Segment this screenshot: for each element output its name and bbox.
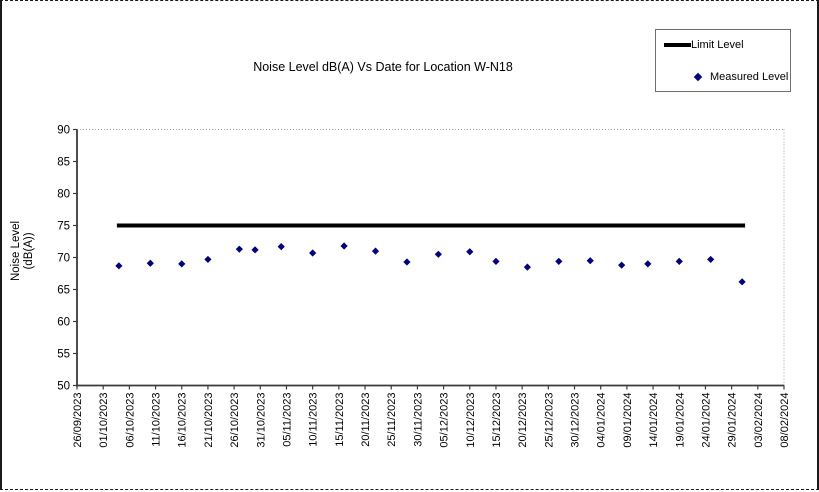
measured-point xyxy=(492,257,500,265)
measured-point xyxy=(586,257,594,265)
x-tick-label: 05/11/2023 xyxy=(281,393,293,447)
x-tick-label: 25/12/2023 xyxy=(543,393,555,448)
x-tick-label: 11/10/2023 xyxy=(151,393,163,447)
legend: Limit Level Measured Level xyxy=(655,29,791,92)
measured-point xyxy=(235,245,243,253)
measured-point xyxy=(146,259,154,267)
measured-point xyxy=(309,249,317,257)
x-tick-label: 15/11/2023 xyxy=(334,393,346,447)
x-tick-label: 20/12/2023 xyxy=(517,393,529,448)
measured-point xyxy=(115,262,123,270)
x-tick-label: 09/01/2024 xyxy=(622,393,634,448)
measured-point xyxy=(251,246,259,254)
x-tick-label: 30/11/2023 xyxy=(412,393,424,447)
measured-point xyxy=(466,248,474,256)
limit-level-line-icon xyxy=(664,43,691,47)
x-tick-label: 31/10/2023 xyxy=(255,393,267,448)
measured-point xyxy=(738,278,746,286)
measured-point xyxy=(178,260,186,268)
measured-point xyxy=(371,247,380,255)
y-tick-label: 80 xyxy=(57,189,70,201)
x-tick-label: 30/12/2023 xyxy=(570,393,582,448)
measured-point xyxy=(403,258,411,266)
y-tick-label: 65 xyxy=(57,285,70,297)
x-tick-label: 20/11/2023 xyxy=(360,393,372,447)
x-tick-label: 15/12/2023 xyxy=(491,393,503,448)
measured-point xyxy=(707,255,715,264)
measured-point xyxy=(340,242,348,250)
y-tick-label: 55 xyxy=(57,349,70,361)
x-tick-label: 16/10/2023 xyxy=(177,393,189,448)
x-tick-label: 21/10/2023 xyxy=(203,393,215,448)
measured-point xyxy=(618,261,626,269)
measured-point xyxy=(675,257,683,265)
measured-point xyxy=(204,255,212,264)
legend-label: Limit Level xyxy=(691,39,744,51)
y-tick-label: 85 xyxy=(57,157,70,169)
measured-point xyxy=(434,250,442,258)
y-tick-label: 60 xyxy=(57,317,70,329)
x-tick-label: 26/09/2023 xyxy=(72,393,84,448)
x-tick-label: 19/01/2024 xyxy=(674,393,686,448)
x-tick-label: 10/12/2023 xyxy=(465,393,477,448)
x-tick-label: 08/02/2024 xyxy=(779,393,791,448)
x-tick-label: 29/01/2024 xyxy=(727,393,739,448)
x-tick-label: 06/10/2023 xyxy=(124,393,136,448)
measured-point xyxy=(555,257,563,265)
measured-point xyxy=(644,260,652,268)
x-tick-label: 24/01/2024 xyxy=(700,393,712,448)
x-tick-label: 05/12/2023 xyxy=(439,393,451,448)
y-tick-label: 75 xyxy=(57,221,70,233)
x-tick-label: 04/01/2024 xyxy=(596,393,608,448)
measured-point xyxy=(523,263,531,271)
chart-title: Noise Level dB(A) Vs Date for Location W… xyxy=(253,60,513,74)
x-tick-label: 26/10/2023 xyxy=(229,393,241,448)
x-tick-label: 25/11/2023 xyxy=(386,393,398,447)
measured-point xyxy=(277,243,285,251)
y-tick-label: 50 xyxy=(57,381,70,393)
y-tick-label: 70 xyxy=(57,253,70,265)
x-tick-label: 14/01/2024 xyxy=(648,393,660,448)
legend-label: Measured Level xyxy=(710,71,789,83)
legend-entry-limit-level: Limit Level xyxy=(656,38,790,52)
x-tick-label: 03/02/2024 xyxy=(753,393,765,448)
legend-entry-measured-level: Measured Level xyxy=(656,70,790,84)
x-tick-label: 10/11/2023 xyxy=(308,393,320,447)
y-tick-label: 90 xyxy=(57,125,70,137)
x-tick-label: 01/10/2023 xyxy=(98,393,110,448)
